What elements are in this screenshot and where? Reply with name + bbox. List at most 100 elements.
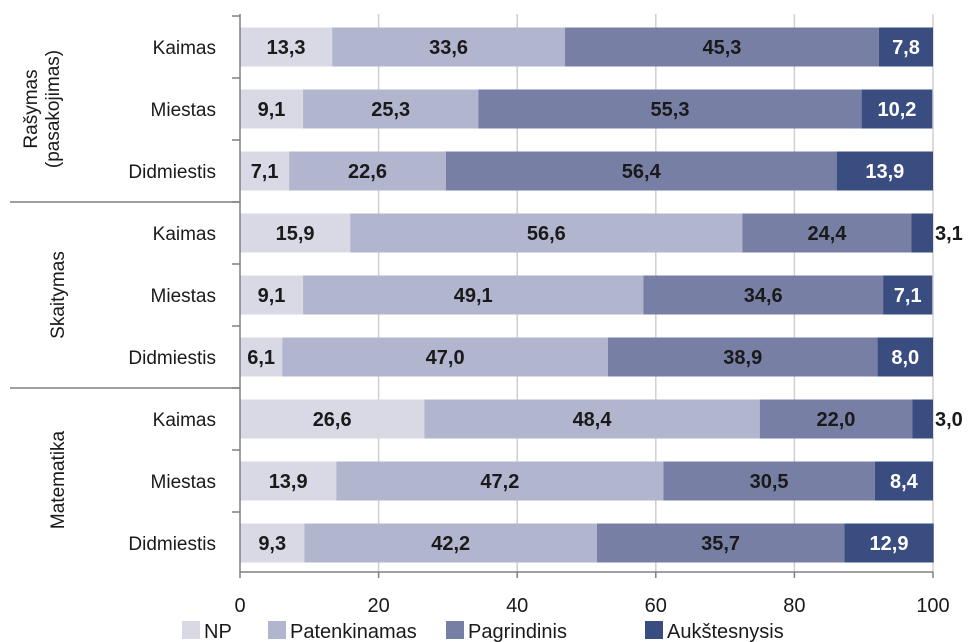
x-tick-label-0: 0 bbox=[234, 595, 245, 617]
bar-2-3 bbox=[836, 151, 933, 191]
bar-5-1 bbox=[282, 337, 608, 377]
category-labels: Kaimas Miestas Didmiestis Kaimas Miestas Didm… bbox=[128, 38, 216, 555]
value-label-8-2: 35,7 bbox=[701, 533, 740, 555]
value-label-1-0: 9,1 bbox=[258, 99, 286, 121]
value-label-0-3: 7,8 bbox=[892, 37, 920, 59]
value-label-7-3: 8,4 bbox=[890, 471, 919, 493]
bar-0-2 bbox=[565, 27, 879, 67]
value-label-8-0: 9,3 bbox=[258, 533, 286, 555]
value-label-6-1: 48,4 bbox=[573, 409, 613, 431]
category-label-5: Didmiestis bbox=[128, 348, 216, 369]
value-label-3-2: 24,4 bbox=[808, 223, 848, 245]
bar-3-1 bbox=[350, 213, 743, 253]
legend: NP Patenkinamas Pagrindinis Aukštesnysis bbox=[182, 621, 784, 642]
x-tick-label-4: 80 bbox=[783, 595, 805, 617]
group-label-line-2-0: Matematika bbox=[48, 430, 69, 529]
bar-1-3 bbox=[861, 89, 933, 129]
legend-label-3: Aukštesnysis bbox=[667, 621, 784, 642]
value-label-7-2: 30,5 bbox=[750, 471, 789, 493]
bar-5-3 bbox=[877, 337, 933, 377]
value-label-6-3: 3,0 bbox=[935, 409, 963, 431]
value-label-2-2: 56,4 bbox=[622, 161, 662, 183]
bar-6-1 bbox=[424, 399, 760, 439]
bar-2-1 bbox=[289, 151, 446, 191]
bar-8-3 bbox=[844, 523, 934, 563]
bar-8-0 bbox=[240, 523, 305, 563]
value-label-7-1: 47,2 bbox=[480, 471, 519, 493]
value-label-1-1: 25,3 bbox=[371, 99, 410, 121]
value-label-8-1: 42,2 bbox=[431, 533, 470, 555]
category-label-4: Miestas bbox=[151, 286, 216, 307]
bar-4-0 bbox=[240, 275, 304, 315]
group-label-2: Matematika bbox=[48, 430, 69, 529]
bar-8-2 bbox=[596, 523, 845, 563]
bar-0-1 bbox=[332, 27, 566, 67]
value-label-8-3: 12,9 bbox=[870, 533, 909, 555]
bar-3-0 bbox=[240, 213, 351, 253]
value-label-0-2: 45,3 bbox=[703, 37, 742, 59]
value-label-6-2: 22,0 bbox=[817, 409, 856, 431]
bar-3-3 bbox=[911, 213, 933, 253]
legend-swatch-2 bbox=[446, 621, 464, 639]
group-label-0: Rašymas(pasakojimas) bbox=[21, 50, 64, 168]
value-label-1-2: 55,3 bbox=[651, 99, 690, 121]
bar-4-2 bbox=[643, 275, 884, 315]
bar-6-3 bbox=[912, 399, 933, 439]
x-tick-label-3: 60 bbox=[645, 595, 667, 617]
bars bbox=[240, 27, 934, 563]
group-label-line-0-1: (pasakojimas) bbox=[43, 50, 64, 168]
bar-3-2 bbox=[742, 213, 912, 253]
value-labels: 13,3 33,6 45,3 7,8 9,1 25,3 55,3 10,2 7,1 22,6 56,… bbox=[247, 37, 963, 555]
value-label-4-0: 9,1 bbox=[258, 285, 286, 307]
group-label-line-0-0: Rašymas bbox=[21, 69, 42, 148]
value-label-1-3: 10,2 bbox=[877, 99, 916, 121]
value-label-2-0: 7,1 bbox=[251, 161, 279, 183]
bar-1-0 bbox=[240, 89, 304, 129]
value-label-4-1: 49,1 bbox=[454, 285, 493, 307]
value-label-0-1: 33,6 bbox=[429, 37, 468, 59]
group-label-1: Skaitymas bbox=[48, 251, 69, 339]
bar-7-1 bbox=[336, 461, 664, 501]
category-label-8: Didmiestis bbox=[128, 534, 216, 555]
value-label-2-3: 13,9 bbox=[865, 161, 904, 183]
group-labels: Rašymas(pasakojimas) Skaitymas Matematika bbox=[21, 50, 69, 529]
legend-swatch-0 bbox=[182, 621, 200, 639]
legend-label-0: NP bbox=[204, 621, 232, 642]
bar-1-1 bbox=[303, 89, 479, 129]
x-tick-labels: 0 20 40 60 80 100 bbox=[234, 595, 949, 617]
x-tick-label-5: 100 bbox=[916, 595, 949, 617]
category-label-7: Miestas bbox=[151, 472, 216, 493]
bar-0-3 bbox=[878, 27, 933, 67]
category-label-2: Didmiestis bbox=[128, 162, 216, 183]
bar-2-0 bbox=[240, 151, 290, 191]
value-label-4-3: 7,1 bbox=[894, 285, 922, 307]
bar-5-0 bbox=[240, 337, 283, 377]
bar-6-0 bbox=[240, 399, 425, 439]
value-label-3-1: 56,6 bbox=[527, 223, 566, 245]
bar-0-0 bbox=[240, 27, 333, 67]
value-label-5-2: 38,9 bbox=[723, 347, 762, 369]
x-tick-label-1: 20 bbox=[367, 595, 389, 617]
value-label-5-1: 47,0 bbox=[426, 347, 465, 369]
value-label-5-0: 6,1 bbox=[247, 347, 275, 369]
bar-1-2 bbox=[478, 89, 862, 129]
bar-7-2 bbox=[663, 461, 875, 501]
bar-2-2 bbox=[445, 151, 837, 191]
value-label-2-1: 22,6 bbox=[348, 161, 387, 183]
value-label-7-0: 13,9 bbox=[269, 471, 308, 493]
bar-7-0 bbox=[240, 461, 337, 501]
legend-swatch-3 bbox=[645, 621, 663, 639]
category-label-0: Kaimas bbox=[153, 38, 216, 59]
bar-8-1 bbox=[304, 523, 597, 563]
legend-swatch-1 bbox=[268, 621, 286, 639]
bar-7-3 bbox=[874, 461, 933, 501]
legend-label-2: Pagrindinis bbox=[468, 621, 567, 642]
value-label-6-0: 26,6 bbox=[313, 409, 352, 431]
category-label-3: Kaimas bbox=[153, 224, 216, 245]
axes bbox=[10, 14, 934, 578]
bar-5-2 bbox=[607, 337, 878, 377]
bar-4-3 bbox=[883, 275, 933, 315]
bar-4-1 bbox=[303, 275, 644, 315]
value-label-0-0: 13,3 bbox=[267, 37, 306, 59]
